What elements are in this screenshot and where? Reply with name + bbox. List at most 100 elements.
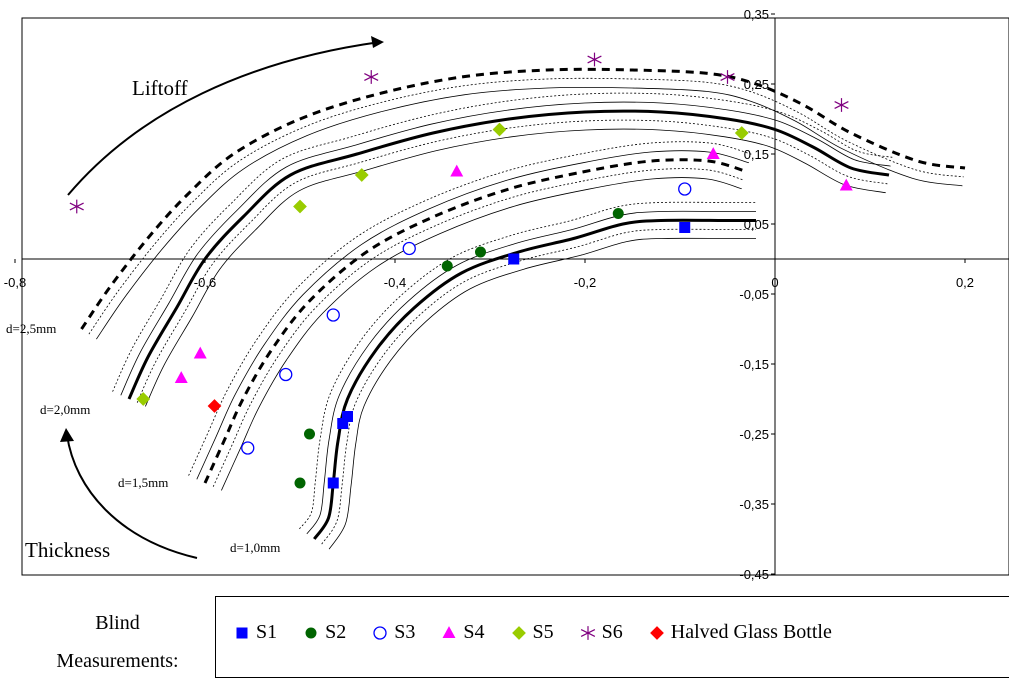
contour-guide-line bbox=[88, 77, 964, 335]
marker-s2 bbox=[475, 246, 486, 258]
legend-item-s5: S5 bbox=[511, 621, 554, 644]
y-tick-label: 0,35 bbox=[744, 7, 769, 22]
marker-s6 bbox=[834, 98, 849, 112]
marker-s2 bbox=[441, 260, 453, 272]
contour-line bbox=[203, 158, 747, 484]
marker-s4 bbox=[706, 147, 720, 159]
open-circle-icon bbox=[373, 625, 387, 640]
legend-marker bbox=[511, 625, 526, 640]
marker-s2 bbox=[294, 477, 306, 489]
legend-marker bbox=[236, 627, 248, 638]
star-icon bbox=[580, 625, 595, 640]
marker-s1 bbox=[679, 222, 691, 233]
x-tick-label: -0,6 bbox=[194, 275, 216, 290]
marker-s2 bbox=[304, 428, 315, 440]
marker-s6 bbox=[587, 52, 602, 67]
marker-s1 bbox=[342, 411, 353, 422]
legend-item-s3: S3 bbox=[372, 621, 415, 644]
legend-marker bbox=[649, 625, 664, 640]
marker-s4 bbox=[193, 346, 207, 359]
marker-s2 bbox=[612, 208, 624, 219]
contour-guide-line bbox=[120, 101, 891, 396]
marker-s1 bbox=[508, 253, 520, 265]
legend-title-line1: Blind bbox=[95, 612, 140, 634]
legend-items: S1 S2 S3 S4 S5 S6 Halved Glass Bottle bbox=[234, 621, 832, 644]
contour-guide-line bbox=[212, 168, 745, 487]
marker-s5 bbox=[293, 199, 307, 214]
contour-label-d20: d=2,0mm bbox=[40, 402, 90, 417]
marker-s4 bbox=[839, 178, 853, 191]
star-stroke bbox=[69, 202, 84, 211]
marker-s6 bbox=[720, 70, 735, 84]
star-stroke bbox=[580, 628, 595, 637]
marker-s5 bbox=[136, 392, 151, 406]
x-tick-label: -0,4 bbox=[384, 275, 406, 290]
contour-guide-line bbox=[112, 92, 893, 392]
marker-s3 bbox=[279, 367, 293, 382]
chart-plot: -0,8 -0,6 -0,4 -0,2 0 0,2 0,35 0,25 0,15 0,05 -0,0… bbox=[4, 7, 1009, 582]
thickness-label: Thickness bbox=[25, 538, 110, 562]
liftoff-label: Liftoff bbox=[132, 76, 188, 100]
legend-item-s4: S4 bbox=[441, 621, 485, 644]
contour-guide-line bbox=[299, 201, 756, 530]
y-tick-label: -0,05 bbox=[739, 287, 769, 302]
y-tick-label: -0,45 bbox=[739, 567, 769, 582]
contour-guide-line bbox=[188, 141, 752, 476]
legend-marker bbox=[305, 627, 317, 638]
contour-guide-line bbox=[196, 150, 750, 480]
contour-line bbox=[80, 67, 966, 330]
legend-marker bbox=[442, 625, 456, 638]
marker-s1 bbox=[327, 477, 339, 489]
star-stroke bbox=[587, 55, 602, 64]
marker-s3 bbox=[326, 308, 340, 322]
marker-s5 bbox=[354, 168, 369, 182]
square-icon bbox=[236, 627, 248, 638]
marker-s5 bbox=[492, 122, 507, 137]
annotation-layer: Liftoff Thickness d=2,5mm d=2,0mm d=1,5m… bbox=[6, 36, 384, 562]
triangle-icon bbox=[442, 625, 456, 638]
star-stroke bbox=[834, 101, 849, 109]
contour-label-d10: d=1,0mm bbox=[230, 540, 280, 555]
x-tick-label: -0,8 bbox=[4, 275, 26, 290]
legend-title: Blind Measurements: bbox=[20, 604, 215, 680]
y-tick-label: 0,15 bbox=[744, 147, 769, 162]
marker-s5 bbox=[734, 126, 749, 140]
marker-s4 bbox=[450, 164, 464, 177]
diamond-icon bbox=[511, 625, 526, 640]
liftoff-arrowhead-icon bbox=[371, 36, 384, 48]
legend-label: Halved Glass Bottle bbox=[670, 621, 832, 643]
x-tick-label: -0,2 bbox=[574, 275, 596, 290]
circle-icon bbox=[305, 627, 317, 638]
marker-layer bbox=[69, 52, 853, 489]
liftoff-arrow bbox=[67, 41, 381, 196]
legend-title-line2: Measurements: bbox=[56, 650, 179, 672]
marker-s3 bbox=[241, 441, 255, 455]
marker-s6 bbox=[69, 199, 84, 214]
legend-item-s2: S2 bbox=[303, 621, 346, 644]
y-tick-label: -0,15 bbox=[739, 357, 769, 372]
legend-item-s1: S1 bbox=[234, 621, 277, 644]
contour-layer bbox=[80, 67, 966, 550]
thickness-arrowhead-icon bbox=[60, 428, 74, 442]
legend-label: S6 bbox=[601, 621, 623, 643]
thickness-arrow bbox=[66, 434, 198, 559]
legend-label: S1 bbox=[256, 621, 278, 643]
y-tick-label: 0,25 bbox=[744, 77, 769, 92]
contour-guide-line bbox=[306, 210, 756, 535]
contour-guide-line bbox=[145, 128, 886, 407]
marker-s6 bbox=[364, 70, 379, 84]
legend-label: S5 bbox=[532, 621, 554, 643]
contour-guide-line bbox=[136, 119, 888, 403]
y-tick-label: 0,05 bbox=[744, 217, 769, 232]
star-stroke bbox=[364, 73, 379, 81]
contour-guide-line bbox=[321, 228, 756, 545]
legend-label: S3 bbox=[394, 621, 416, 643]
marker-s1 bbox=[337, 418, 349, 429]
star-stroke bbox=[720, 73, 735, 81]
axis-layer: -0,8 -0,6 -0,4 -0,2 0 0,2 0,35 0,25 0,15 0,05 -0,0… bbox=[4, 7, 1009, 582]
contour-label-d15: d=1,5mm bbox=[118, 475, 168, 490]
marker-s4 bbox=[174, 371, 188, 383]
legend-item-halved-glass-bottle: Halved Glass Bottle bbox=[649, 621, 832, 644]
contour-guide-line bbox=[96, 86, 963, 340]
contour-line bbox=[127, 109, 890, 400]
